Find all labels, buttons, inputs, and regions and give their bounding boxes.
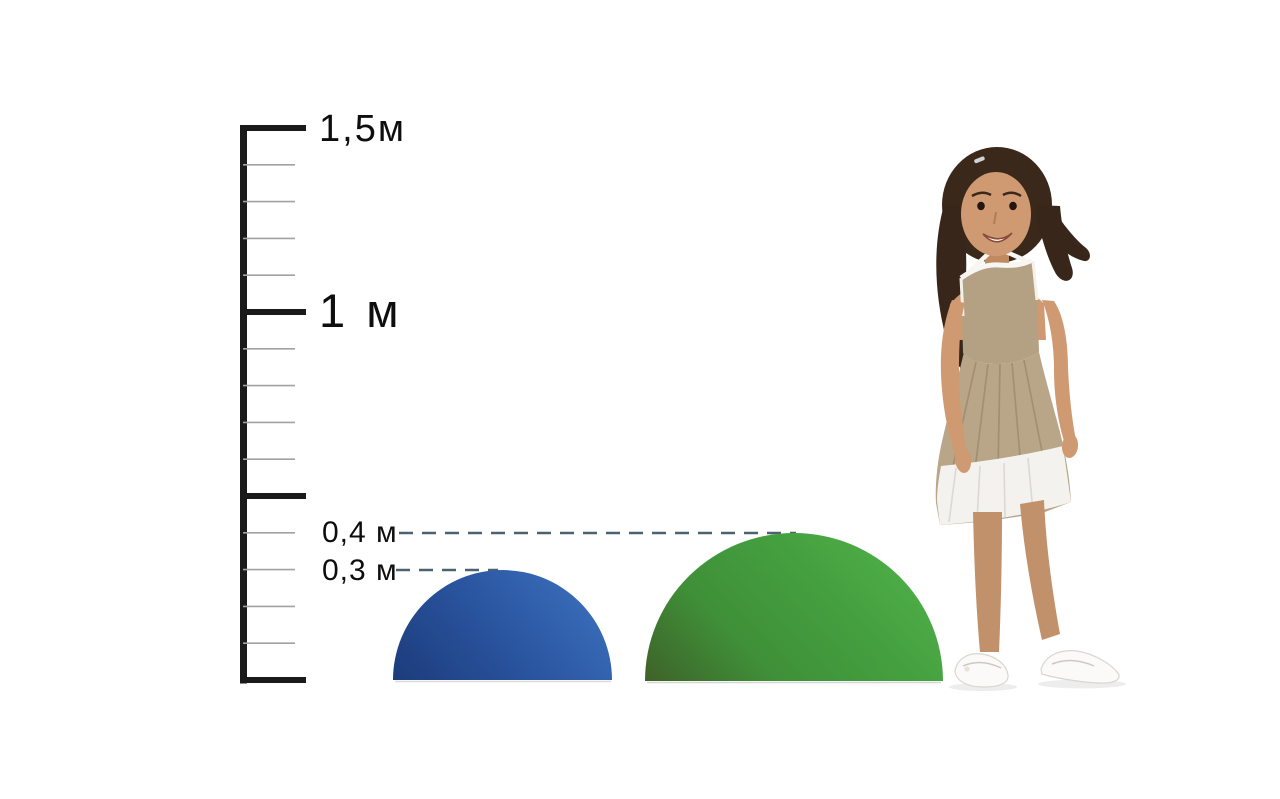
green-dome <box>645 533 943 681</box>
girl-right-arm <box>1042 300 1076 445</box>
girl-right-leg <box>1020 500 1060 640</box>
girl-left-arm <box>940 300 968 461</box>
scale-label-0-3m: 0,3 м <box>322 554 398 587</box>
dress-side-trim <box>1031 260 1039 301</box>
girl-right-hand <box>1061 434 1079 458</box>
hem-pleats <box>948 457 1034 523</box>
scale-label-1-5m: 1,5м <box>319 108 406 150</box>
girl-figure <box>935 147 1126 691</box>
hair-clip <box>974 156 985 164</box>
girl-left-leg <box>973 512 1002 652</box>
girl-left-hand <box>954 447 972 473</box>
blue-dome <box>393 570 612 680</box>
girl-face-features <box>971 191 1022 243</box>
scale-label-0-4m: 0,4 м <box>322 516 398 549</box>
ruler-scale <box>240 125 306 684</box>
girl-shoes <box>954 650 1120 688</box>
scale-label-1m: 1 м <box>319 284 403 337</box>
girl-dress-bodice <box>962 260 1039 364</box>
